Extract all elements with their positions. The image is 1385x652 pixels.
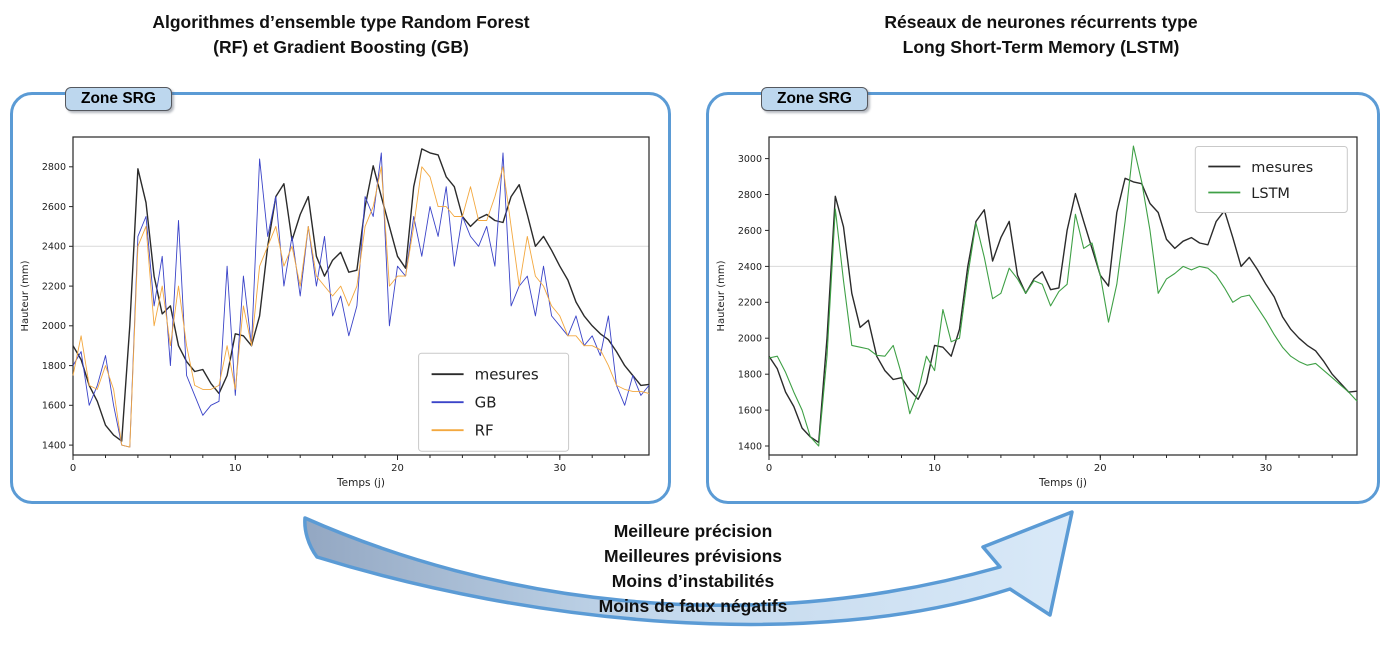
y-axis-label: Hauteur (mm)	[716, 260, 727, 331]
improvement-text: Meilleure précision Meilleures prévision…	[443, 519, 943, 619]
left-panel: Zone SRG 1400 1600 1800 2000 2200 2400 2600 280…	[10, 87, 671, 504]
y-tick-label: 1400	[738, 441, 762, 452]
y-tick-label: 2600	[42, 202, 66, 213]
y-tick-label: 1400	[42, 441, 66, 452]
left-title-line1: Algorithmes d’ensemble type Random Fores…	[152, 12, 530, 32]
legend-label-LSTM: LSTM	[1251, 186, 1290, 202]
series-line-LSTM	[768, 145, 1358, 447]
x-tick-label: 0	[766, 463, 772, 474]
x-tick-label: 10	[928, 463, 941, 474]
x-tick-label: 20	[391, 463, 404, 474]
plot-border	[768, 136, 1358, 456]
x-axis-label: Temps (j)	[336, 477, 385, 489]
left-zone-tab: Zone SRG	[65, 87, 172, 111]
y-tick-label: 1800	[42, 361, 66, 372]
right-chart: 1400 1600 1800 2000 2200 2400 2600 2800 3000 0 10 2…	[716, 136, 1358, 489]
improvement-arrow	[303, 510, 1074, 627]
x-tick-label: 10	[229, 463, 242, 474]
y-tick-label: 2200	[738, 298, 762, 309]
right-title-line2: Long Short-Term Memory (LSTM)	[902, 37, 1180, 57]
right-panel: Zone SRG 1400 1600 1800 2000 2200 2400 2600 280…	[706, 87, 1380, 504]
y-tick-label: 2400	[42, 242, 66, 253]
series-line-RF	[72, 166, 650, 448]
x-tick-label: 30	[1260, 463, 1273, 474]
legend-label-RF: RF	[475, 422, 494, 440]
right-title-line1: Réseaux de neurones récurrents type	[884, 12, 1198, 32]
y-tick-label: 2800	[42, 162, 66, 173]
legend-box	[1194, 146, 1348, 213]
legend-label-GB: GB	[475, 394, 497, 412]
series-line-mesures	[768, 177, 1358, 444]
left-title-line2: (RF) et Gradient Boosting (GB)	[213, 37, 469, 57]
y-tick-label: 2600	[738, 226, 762, 237]
y-tick-label: 3000	[738, 154, 762, 165]
right-zone-tab: Zone SRG	[761, 87, 868, 111]
x-tick-label: 20	[1094, 463, 1107, 474]
y-tick-label: 2400	[738, 262, 762, 273]
series-line-GB	[72, 152, 650, 448]
legend-label-mesures: mesures	[1251, 160, 1313, 176]
curved-arrow-shape	[303, 510, 1074, 627]
legend-box	[418, 352, 570, 452]
y-tick-label: 2000	[42, 321, 66, 332]
x-axis-label: Temps (j)	[1038, 477, 1087, 489]
improvement-line-4: Moins de faux négatifs	[598, 596, 788, 616]
x-tick-label: 0	[70, 463, 76, 474]
y-tick-label: 1600	[42, 401, 66, 412]
y-tick-label: 1800	[738, 370, 762, 381]
left-chart: 1400 1600 1800 2000 2200 2400 2600 2800 0 10 20 30 T…	[20, 136, 650, 489]
plot-border	[72, 136, 650, 456]
y-tick-label: 1600	[738, 406, 762, 417]
y-tick-label: 2000	[738, 334, 762, 345]
improvement-line-3: Moins d’instabilités	[611, 571, 775, 591]
right-title: Réseaux de neurones récurrents type Long…	[706, 10, 1376, 60]
y-axis-label: Hauteur (mm)	[20, 260, 31, 331]
improvement-line-1: Meilleure précision	[613, 521, 773, 541]
legend-label-mesures: mesures	[475, 366, 539, 384]
y-tick-label: 2800	[738, 190, 762, 201]
x-tick-label: 30	[553, 463, 566, 474]
series-line-mesures	[72, 148, 650, 442]
left-title: Algorithmes d’ensemble type Random Fores…	[10, 10, 672, 60]
y-tick-label: 2200	[42, 282, 66, 293]
improvement-line-2: Meilleures prévisions	[604, 546, 782, 566]
